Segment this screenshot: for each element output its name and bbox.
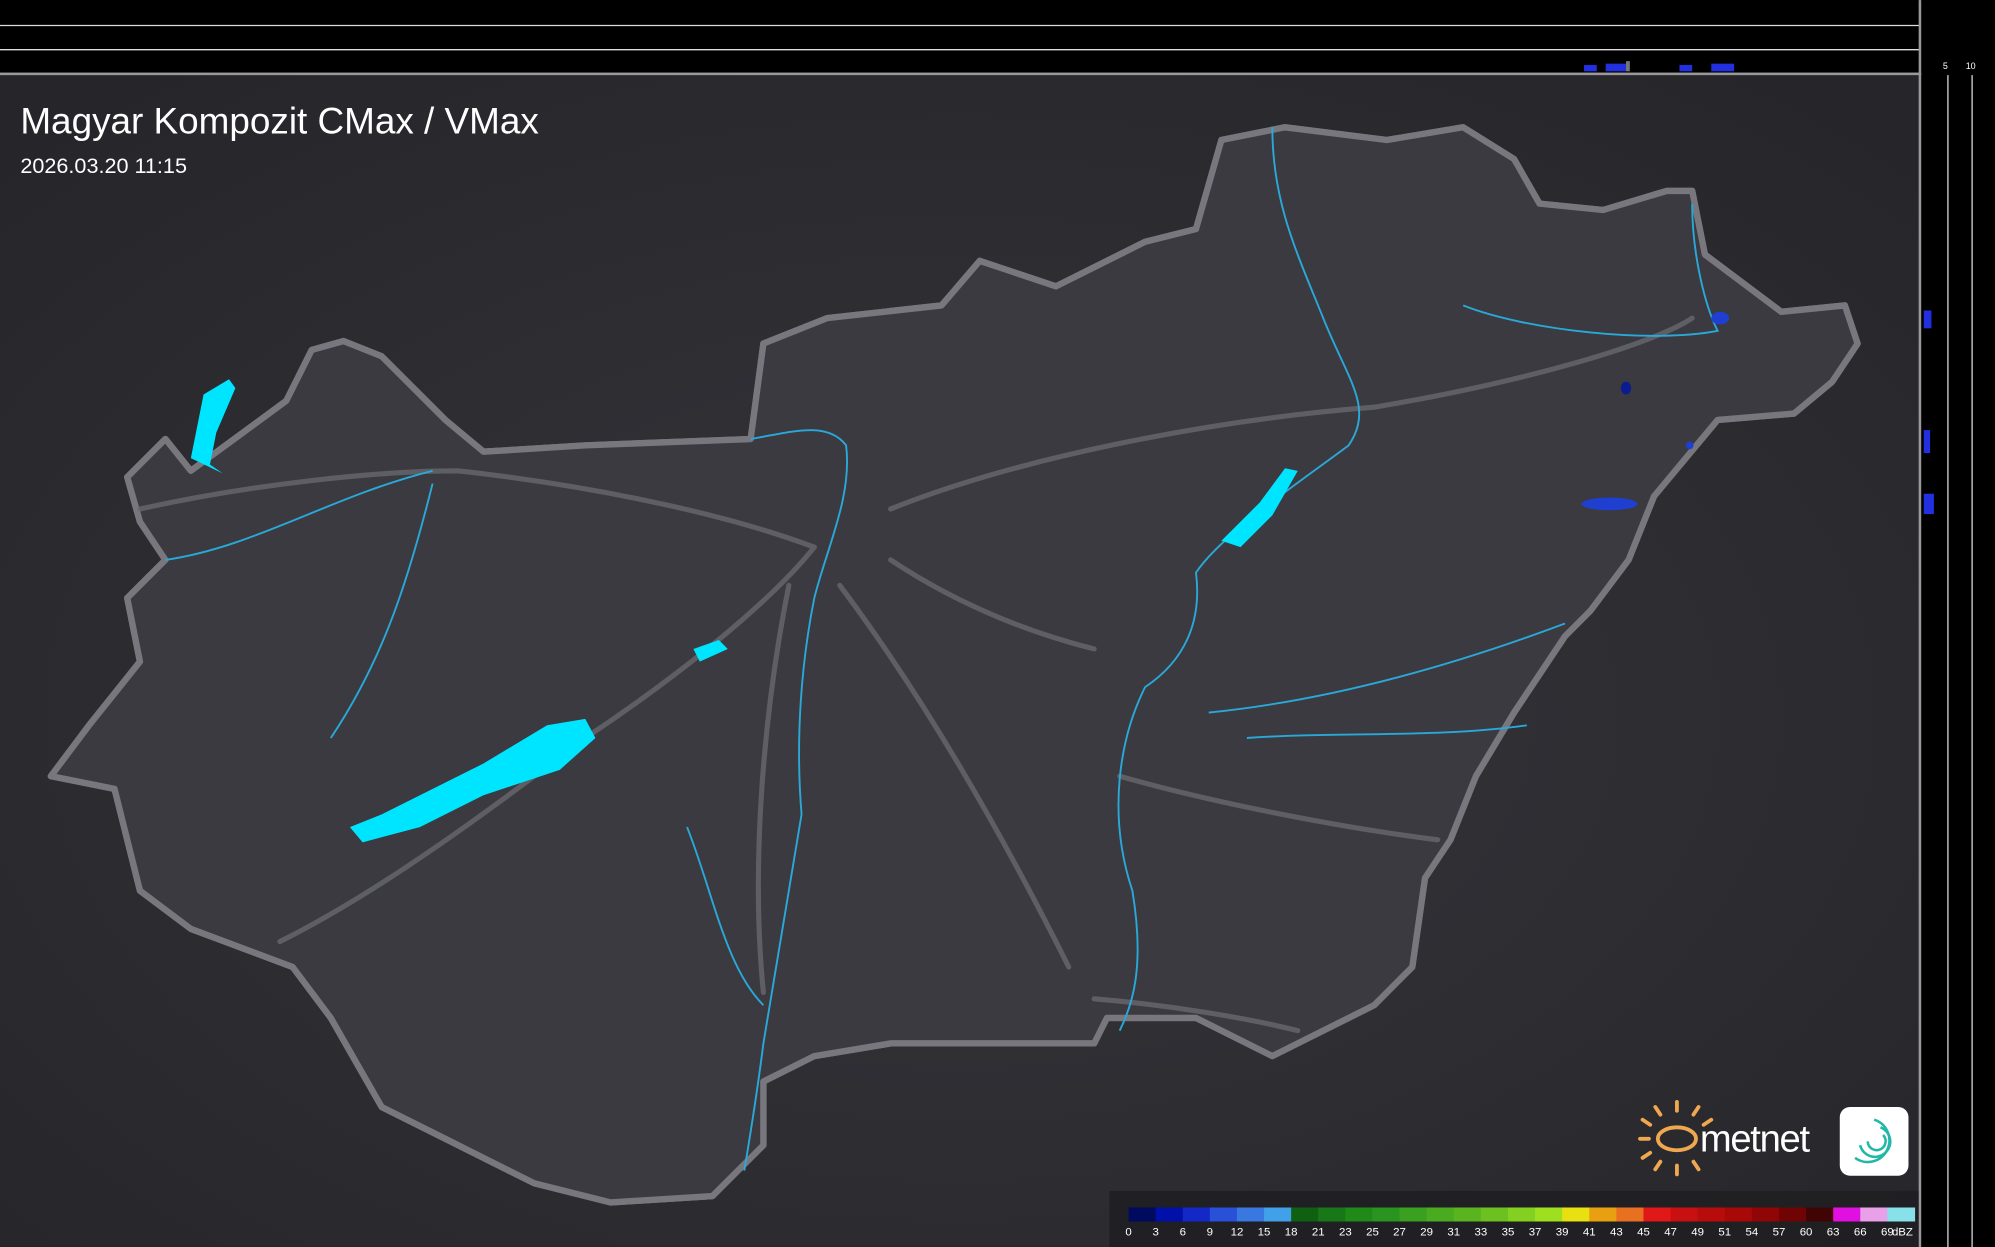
legend-label: 9 (1207, 1226, 1213, 1238)
legend-label: 18 (1285, 1226, 1298, 1238)
legend-swatch (1643, 1207, 1672, 1222)
legend-swatch (1806, 1207, 1834, 1222)
legend-label: 35 (1502, 1226, 1515, 1238)
legend-swatch (1236, 1207, 1265, 1222)
swirl-icon (1854, 1118, 1892, 1164)
metnet-logo: metnet (1638, 1099, 1909, 1177)
legend-swatch (1589, 1207, 1617, 1222)
legend-swatch (1453, 1207, 1482, 1222)
legend-swatch (1860, 1207, 1888, 1222)
legend-label: 29 (1420, 1226, 1433, 1238)
legend-label: 47 (1664, 1226, 1677, 1238)
lake-tisza (1221, 468, 1298, 548)
legend-swatch (1318, 1207, 1346, 1222)
lake-balaton (349, 718, 596, 843)
legend-swatch (1616, 1207, 1645, 1222)
legend-swatch (1209, 1207, 1238, 1222)
map-timestamp: 2026.03.20 11:15 (20, 153, 187, 178)
legend-label: 45 (1637, 1226, 1650, 1238)
hungary-country (51, 127, 1861, 1206)
legend-label: 51 (1718, 1226, 1731, 1238)
legend-label: 69 (1881, 1226, 1894, 1238)
lake-velence (693, 640, 728, 662)
legend-swatch (1778, 1207, 1807, 1222)
legend-swatch (1751, 1207, 1780, 1222)
legend-label: 25 (1366, 1226, 1379, 1238)
legend-swatch (1697, 1207, 1726, 1222)
legend-label: 0 (1125, 1226, 1131, 1238)
legend-swatch (1264, 1207, 1292, 1222)
legend-label: 54 (1745, 1226, 1758, 1238)
radar-echoes (1581, 311, 1730, 511)
sun-icon (1638, 1099, 1714, 1177)
legend-label: 21 (1312, 1226, 1325, 1238)
legend-swatch (1399, 1207, 1428, 1222)
legend-label: 37 (1529, 1226, 1542, 1238)
legend-label: 60 (1800, 1226, 1813, 1238)
legend-label: 3 (1152, 1226, 1158, 1238)
map-title: Magyar Kompozit CMax / VMax (20, 101, 539, 142)
legend-label: 33 (1474, 1226, 1487, 1238)
legend-swatch (1182, 1207, 1211, 1222)
legend-swatch (1670, 1207, 1699, 1222)
legend-label: 31 (1447, 1226, 1460, 1238)
dbz-legend: 0 3 6 9 12 15 18 21 23 25 27 29 31 33 35 37 39 41 43 45 47 49… (1109, 1190, 1919, 1247)
legend-swatch (1480, 1207, 1509, 1222)
legend-swatch (1507, 1207, 1536, 1222)
legend-swatch (1155, 1207, 1184, 1222)
side-axis-label-10: 10 (1966, 61, 1976, 71)
legend-swatch (1562, 1207, 1590, 1222)
legend-label: 63 (1827, 1226, 1840, 1238)
side-axis-label-5: 5 (1943, 61, 1948, 71)
legend-swatch (1833, 1207, 1861, 1222)
legend-label: 6 (1180, 1226, 1186, 1238)
legend-swatch (1128, 1207, 1157, 1222)
metnet-wordmark: metnet (1700, 1118, 1811, 1161)
legend-label: 39 (1556, 1226, 1569, 1238)
rivers (165, 127, 1720, 1171)
side-profile-panel: 5 10 (1918, 0, 1995, 1247)
legend-label: 15 (1258, 1226, 1271, 1238)
legend-label: 23 (1339, 1226, 1352, 1238)
lake-neusiedl (190, 379, 236, 474)
legend-label: 66 (1854, 1226, 1867, 1238)
legend-label: 49 (1691, 1226, 1704, 1238)
legend-label: 57 (1773, 1226, 1786, 1238)
legend-swatch (1887, 1207, 1916, 1222)
legend-unit: dBZ (1892, 1226, 1913, 1238)
legend-swatch (1535, 1207, 1563, 1222)
legend-swatch (1291, 1207, 1319, 1222)
lakes (190, 379, 1298, 843)
legend-swatch (1372, 1207, 1401, 1222)
legend-label: 12 (1231, 1226, 1244, 1238)
top-profile-panel: 10 5 (0, 0, 1995, 76)
roads (137, 315, 1695, 1034)
legend-label: 27 (1393, 1226, 1406, 1238)
legend-label: 43 (1610, 1226, 1623, 1238)
legend-swatch (1426, 1207, 1455, 1222)
legend-label: 41 (1583, 1226, 1596, 1238)
legend-swatch (1724, 1207, 1753, 1222)
legend-swatch (1345, 1207, 1374, 1222)
